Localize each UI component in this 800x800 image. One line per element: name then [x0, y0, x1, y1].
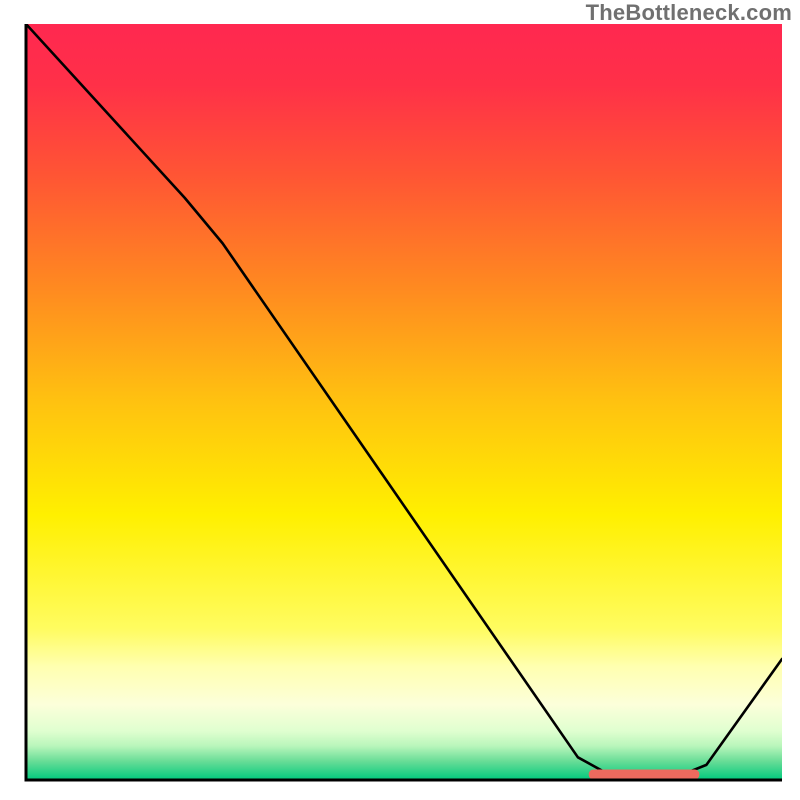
gradient-fill: [26, 24, 782, 780]
bottleneck-plot: [0, 0, 800, 800]
bottom-marker: [589, 770, 699, 779]
chart-stage: TheBottleneck.com: [0, 0, 800, 800]
